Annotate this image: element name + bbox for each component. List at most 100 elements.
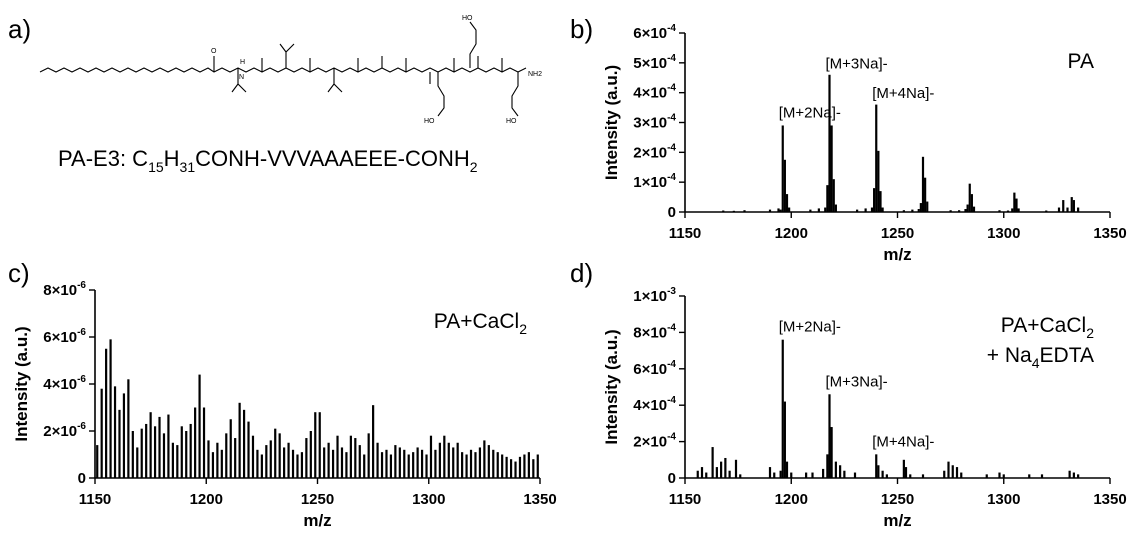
y-tick-exponent: -4 bbox=[667, 53, 676, 64]
spectrum-bar bbox=[700, 467, 704, 478]
y-tick-label: 2×10-6 bbox=[43, 421, 86, 440]
sample-tag: PA+CaCl2 bbox=[1001, 314, 1094, 341]
spectrum-bar bbox=[265, 445, 268, 478]
y-tick-mantissa: 4×10 bbox=[43, 376, 77, 393]
spectrum-bar bbox=[496, 452, 499, 478]
spectrum-bar bbox=[211, 452, 215, 478]
spectrum-bar bbox=[1017, 208, 1020, 212]
spectrum-bar bbox=[456, 442, 459, 478]
peak-annotation: [M+4Na]- bbox=[872, 433, 934, 450]
x-tick-label: 1250 bbox=[881, 491, 914, 508]
spectrum-bar bbox=[779, 209, 782, 212]
spectrum-bar bbox=[131, 431, 134, 478]
y-tick-label: 4×10-6 bbox=[43, 374, 86, 393]
y-tick-exponent: -4 bbox=[667, 172, 676, 183]
sample-tag-text: PA+CaCl bbox=[1001, 314, 1086, 337]
spectrum-bar bbox=[696, 470, 699, 478]
y-tick-mantissa: 8×10 bbox=[633, 324, 667, 341]
spectrum-bar bbox=[372, 405, 375, 478]
spectrum-bar bbox=[327, 442, 330, 478]
spectrum-bar bbox=[194, 407, 197, 478]
spectrum-bar bbox=[416, 447, 419, 478]
x-tick-label: 1300 bbox=[412, 491, 445, 508]
spectrum-bar bbox=[1077, 474, 1080, 478]
spectrum-bar bbox=[487, 445, 490, 478]
peak-annotation: [M+2Na]- bbox=[779, 319, 841, 336]
spectrum-bar bbox=[336, 435, 339, 478]
spectrum-bar bbox=[734, 459, 738, 478]
carboxyl-ho-label-1: HO bbox=[424, 118, 435, 125]
spectrum-bar bbox=[202, 407, 206, 478]
y-axis-title: Intensity (a.u.) bbox=[602, 65, 621, 180]
panel-c-chart: c)1150 1200 1250 1300 135002×10-64×10-66×10-… bbox=[8, 258, 557, 530]
spectrum-bar bbox=[853, 472, 857, 478]
glutamate-side-2 bbox=[469, 21, 477, 68]
panel-c-letter: c) bbox=[8, 258, 30, 288]
spectrum-bar bbox=[509, 459, 513, 478]
spectrum-bar bbox=[145, 423, 148, 478]
y-tick-exponent: -6 bbox=[77, 280, 86, 291]
spectrum-bar bbox=[109, 339, 112, 478]
spectrum-bar bbox=[96, 445, 99, 478]
peak-annotation: [M+4Na]- bbox=[872, 85, 934, 102]
sample-tag-sub: 2 bbox=[519, 321, 527, 337]
spectrum-bar bbox=[834, 461, 837, 478]
spectrum-bar bbox=[305, 438, 308, 478]
spectrum-bar bbox=[185, 431, 188, 478]
glutamate-side-1 bbox=[437, 72, 445, 117]
peptide-structure bbox=[39, 21, 527, 117]
spectrum-bar bbox=[1057, 207, 1061, 212]
spectrum-bar bbox=[478, 447, 482, 478]
spectrum-bar bbox=[856, 209, 859, 212]
panel-d-letter: d) bbox=[570, 258, 593, 288]
y-tick-mantissa: 2×10 bbox=[43, 423, 77, 440]
spectrum-bar bbox=[345, 452, 348, 478]
spectrum-bar bbox=[367, 433, 370, 478]
spectrum-bar bbox=[505, 456, 508, 478]
spectrum-bar bbox=[323, 447, 326, 478]
spectrum-bar bbox=[777, 208, 780, 212]
formula-prefix: PA-E3: C bbox=[58, 146, 148, 171]
spectrum-bar bbox=[864, 208, 867, 212]
y-tick-exponent: -4 bbox=[667, 359, 676, 370]
spectrum-bar bbox=[461, 452, 464, 478]
spectrum-bar bbox=[877, 150, 880, 212]
spectrum-bar bbox=[728, 470, 731, 478]
spectrum-bar bbox=[743, 210, 746, 212]
x-tick-label: 1350 bbox=[523, 491, 556, 508]
y-tick-mantissa: 8×10 bbox=[43, 282, 77, 299]
spectrum-bar bbox=[492, 449, 495, 478]
spectrum-bar bbox=[921, 474, 925, 478]
x-axis-title: m/z bbox=[883, 511, 911, 530]
y-tick-mantissa: 1×10 bbox=[633, 288, 667, 305]
y-tick-label: 0 bbox=[668, 204, 676, 221]
spectrum-bar bbox=[216, 442, 219, 478]
x-tick-label: 1300 bbox=[987, 225, 1020, 242]
spectrum-bar bbox=[256, 449, 259, 478]
carboxyl-ho-label-2: HO bbox=[462, 15, 473, 22]
spectrum-bar bbox=[875, 104, 878, 212]
spectrum-bar bbox=[283, 447, 286, 478]
x-tick-label: 1250 bbox=[881, 225, 914, 242]
spectrum-bar bbox=[768, 209, 772, 212]
spectrum-bar bbox=[420, 449, 424, 478]
spectrum-bar bbox=[783, 401, 786, 478]
spectrum-bar bbox=[251, 435, 255, 478]
y-tick-label: 6×10-4 bbox=[633, 359, 676, 378]
spectrum-bar bbox=[425, 454, 428, 478]
spectrum-bars bbox=[722, 74, 1080, 213]
peak-annotation: [M+3Na]- bbox=[826, 373, 888, 390]
spectrum-bar bbox=[300, 452, 304, 478]
spectrum-bar bbox=[968, 183, 971, 212]
spectrum-bar bbox=[739, 474, 742, 478]
amide-h-label: H bbox=[240, 59, 245, 66]
panel-a-letter: a) bbox=[8, 14, 31, 44]
spectrum-bar bbox=[158, 416, 161, 478]
peak-annotation: [M+2Na]- bbox=[779, 104, 841, 121]
spectrum-bar bbox=[1013, 192, 1016, 212]
sample-tag: PA bbox=[1068, 50, 1094, 73]
spectrum-bar bbox=[438, 442, 441, 478]
spectrum-bar bbox=[358, 445, 361, 478]
spectrum-bar bbox=[943, 470, 946, 478]
y-tick-label: 6×10-6 bbox=[43, 327, 86, 346]
